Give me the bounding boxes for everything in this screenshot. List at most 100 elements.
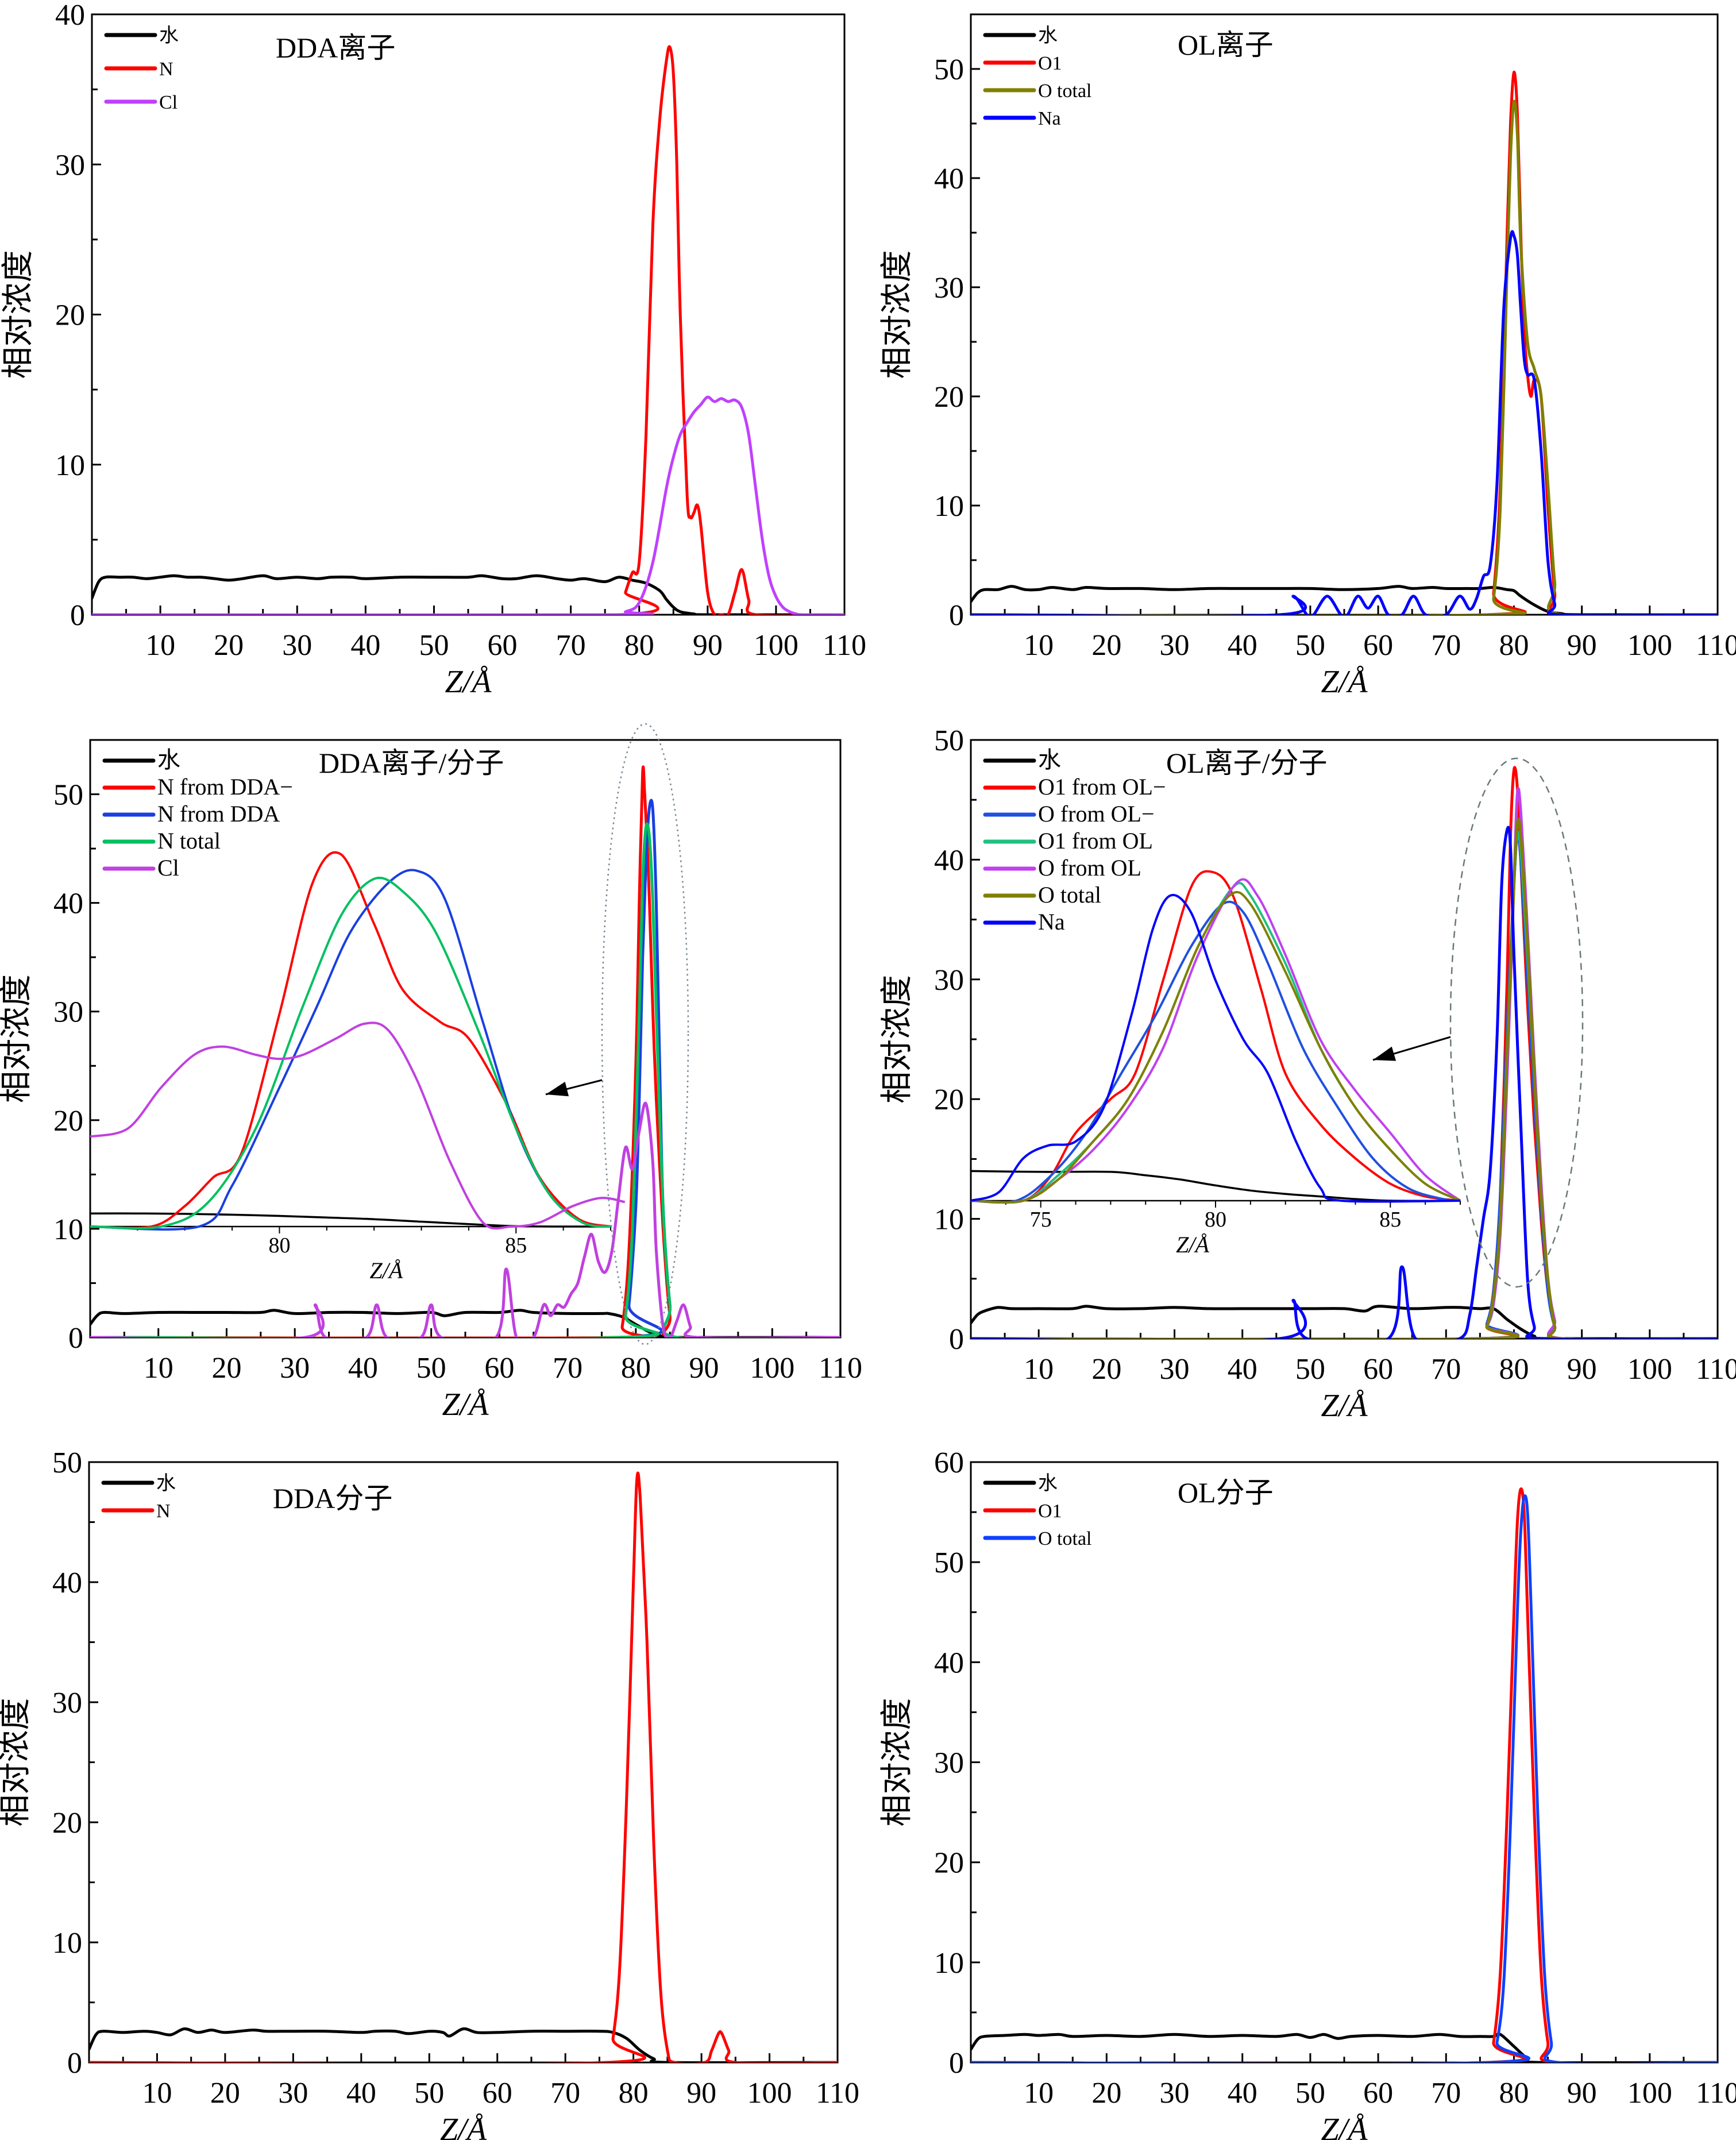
y-tick-label: 40 — [52, 1567, 82, 1599]
x-tick-label: 10 — [142, 2077, 172, 2110]
y-tick-label: 50 — [934, 724, 964, 757]
y-tick-label: 30 — [934, 272, 964, 304]
x-tick-label: 90 — [693, 629, 723, 662]
y-tick-label: 40 — [55, 0, 85, 32]
highlight-ellipse — [601, 723, 689, 1345]
chart-panel-dda-ion-molecule: 10 20 30 40 50 60 70 80 90 100 11001020304050Z/Å相对… — [0, 723, 862, 1422]
x-tick-label: 10 — [145, 629, 175, 662]
plot-frame — [91, 13, 846, 616]
y-tick-label: 50 — [934, 53, 964, 86]
panel-title: OL离子/分子 — [1166, 747, 1328, 779]
y-tick-label: 30 — [934, 1747, 964, 1780]
inset-series-line-1 — [970, 870, 1461, 1204]
series-line-2 — [90, 799, 840, 1337]
legend-label: Na — [1038, 108, 1061, 129]
series-line-3 — [971, 230, 1718, 615]
y-axis-title: 相对浓度 — [879, 975, 915, 1104]
y-tick-label: 20 — [55, 299, 85, 332]
x-tick-label: 100 — [1627, 629, 1672, 662]
y-tick-label: 50 — [52, 1447, 82, 1479]
series-line-3 — [971, 830, 1718, 1339]
y-tick-label: 10 — [52, 1927, 82, 1960]
legend-label: O1 — [1038, 53, 1062, 74]
chart-panel-dda-molecule: 10 20 30 40 50 60 70 80 90 100 11001020304050Z/Å相对… — [0, 1447, 859, 2140]
legend-label: Cl — [159, 92, 178, 113]
legend-label: O total — [1038, 80, 1091, 102]
inset-series-line-4 — [90, 1021, 626, 1230]
x-tick-label: 40 — [348, 1352, 378, 1385]
legend-label: O total — [1038, 882, 1101, 908]
y-tick-label: 40 — [53, 888, 83, 920]
y-tick-label: 10 — [53, 1213, 83, 1246]
x-tick-label: 110 — [819, 1352, 862, 1385]
x-tick-label: 40 — [1228, 2077, 1257, 2110]
y-tick-label: 50 — [934, 1547, 964, 1579]
x-tick-label: 40 — [1228, 629, 1257, 662]
y-tick-label: 30 — [55, 149, 85, 182]
x-tick-label: 60 — [1363, 2077, 1393, 2110]
plot-area — [89, 1471, 838, 2062]
legend-label: O1 from OL — [1038, 828, 1153, 854]
y-tick-label: 10 — [934, 490, 964, 523]
x-tick-label: 100 — [750, 1352, 794, 1385]
y-tick-label: 30 — [53, 996, 83, 1029]
inset-tick-label: 85 — [1379, 1208, 1401, 1232]
legend-label: N from DDA− — [157, 774, 293, 800]
x-tick-label: 20 — [1091, 2077, 1121, 2110]
x-tick-label: 70 — [556, 629, 586, 662]
x-tick-label: 110 — [823, 629, 866, 662]
legend-label: N from DDA — [157, 801, 280, 827]
x-axis-title: Z/Å — [1321, 664, 1368, 700]
y-tick-label: 40 — [934, 1647, 964, 1679]
x-tick-label: 70 — [1431, 629, 1461, 662]
x-tick-label: 10 — [144, 1352, 173, 1385]
inset-tick-label: 80 — [268, 1233, 290, 1258]
panel-title: DDA分子 — [273, 1482, 392, 1514]
panel-title: DDA离子 — [276, 32, 395, 64]
legend: 水N Cl — [104, 25, 179, 113]
x-tick-label: 70 — [1431, 2077, 1461, 2110]
y-tick-label: 20 — [934, 1084, 964, 1116]
x-tick-label: 80 — [1499, 629, 1529, 662]
x-tick-label: 50 — [1295, 629, 1325, 662]
x-tick-label: 20 — [210, 2077, 240, 2110]
inset-x-axis-title: Z/Å — [369, 1258, 403, 1283]
plot-frame — [88, 1461, 839, 2064]
legend-label: 水 — [1038, 1473, 1058, 1494]
x-tick-label: 20 — [211, 1352, 241, 1385]
inset-series-line-2 — [90, 869, 611, 1231]
y-tick-label: 20 — [53, 1105, 83, 1138]
inset-chart: 75 80 85 Z/Å — [970, 870, 1461, 1258]
series-line-2 — [92, 395, 844, 615]
x-axis-title: Z/Å — [1321, 2112, 1368, 2140]
x-tick-label: 110 — [1696, 629, 1736, 662]
arrowhead-icon — [1373, 1046, 1396, 1061]
y-axis-title: 相对浓度 — [879, 250, 915, 379]
x-tick-label: 80 — [621, 1352, 651, 1385]
plot-area — [971, 1487, 1718, 2062]
inset-tick-label: 80 — [1205, 1208, 1226, 1232]
panel-title: OL分子 — [1178, 1476, 1274, 1509]
inset-tick-label: 85 — [505, 1233, 527, 1258]
chart-panel-ol-molecule: 10 20 30 40 50 60 70 80 90 100 1100102030405060Z/Å… — [879, 1447, 1736, 2140]
panel-title: DDA离子/分子 — [319, 747, 504, 779]
x-tick-label: 10 — [1024, 629, 1054, 662]
x-tick-label: 90 — [686, 2077, 716, 2110]
legend-label: N — [156, 1501, 171, 1522]
legend-label: 水 — [156, 1473, 176, 1494]
inset-series-line-4 — [970, 878, 1461, 1204]
inset-chart: 80 85 Z/Å — [90, 851, 626, 1283]
x-tick-label: 20 — [214, 629, 244, 662]
series-line-2 — [971, 1494, 1718, 2062]
arrowhead-icon — [546, 1082, 569, 1097]
inset-series-line-1 — [90, 851, 611, 1229]
inset-x-axis-title: Z/Å — [1176, 1232, 1209, 1258]
legend-label: O1 — [1038, 1501, 1062, 1522]
x-axis-title: Z/Å — [440, 2112, 487, 2140]
x-tick-label: 90 — [1567, 629, 1597, 662]
x-tick-label: 50 — [1295, 2077, 1325, 2110]
y-tick-label: 10 — [934, 1947, 964, 1980]
legend-label: O1 from OL− — [1038, 774, 1166, 800]
series-line-1 — [971, 1487, 1718, 2062]
x-tick-label: 30 — [1160, 1353, 1190, 1386]
